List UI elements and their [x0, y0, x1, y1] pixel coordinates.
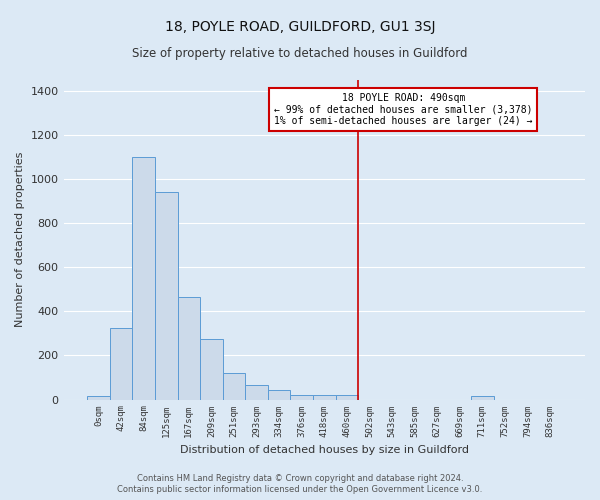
Bar: [471, 396, 494, 400]
Y-axis label: Number of detached properties: Number of detached properties: [15, 152, 25, 328]
Bar: [178, 297, 200, 400]
Text: 18 POYLE ROAD: 490sqm
← 99% of detached houses are smaller (3,378)
1% of semi-de: 18 POYLE ROAD: 490sqm ← 99% of detached …: [274, 93, 533, 126]
Bar: [245, 384, 268, 400]
Bar: [87, 396, 110, 400]
Bar: [155, 192, 178, 400]
Bar: [335, 395, 358, 400]
Text: 18, POYLE ROAD, GUILDFORD, GU1 3SJ: 18, POYLE ROAD, GUILDFORD, GU1 3SJ: [165, 20, 435, 34]
Bar: [268, 390, 290, 400]
Text: Size of property relative to detached houses in Guildford: Size of property relative to detached ho…: [132, 48, 468, 60]
Bar: [313, 395, 335, 400]
Bar: [200, 339, 223, 400]
Bar: [290, 395, 313, 400]
X-axis label: Distribution of detached houses by size in Guildford: Distribution of detached houses by size …: [180, 445, 469, 455]
Bar: [110, 328, 133, 400]
Bar: [223, 373, 245, 400]
Text: Contains HM Land Registry data © Crown copyright and database right 2024.
Contai: Contains HM Land Registry data © Crown c…: [118, 474, 482, 494]
Bar: [133, 157, 155, 400]
